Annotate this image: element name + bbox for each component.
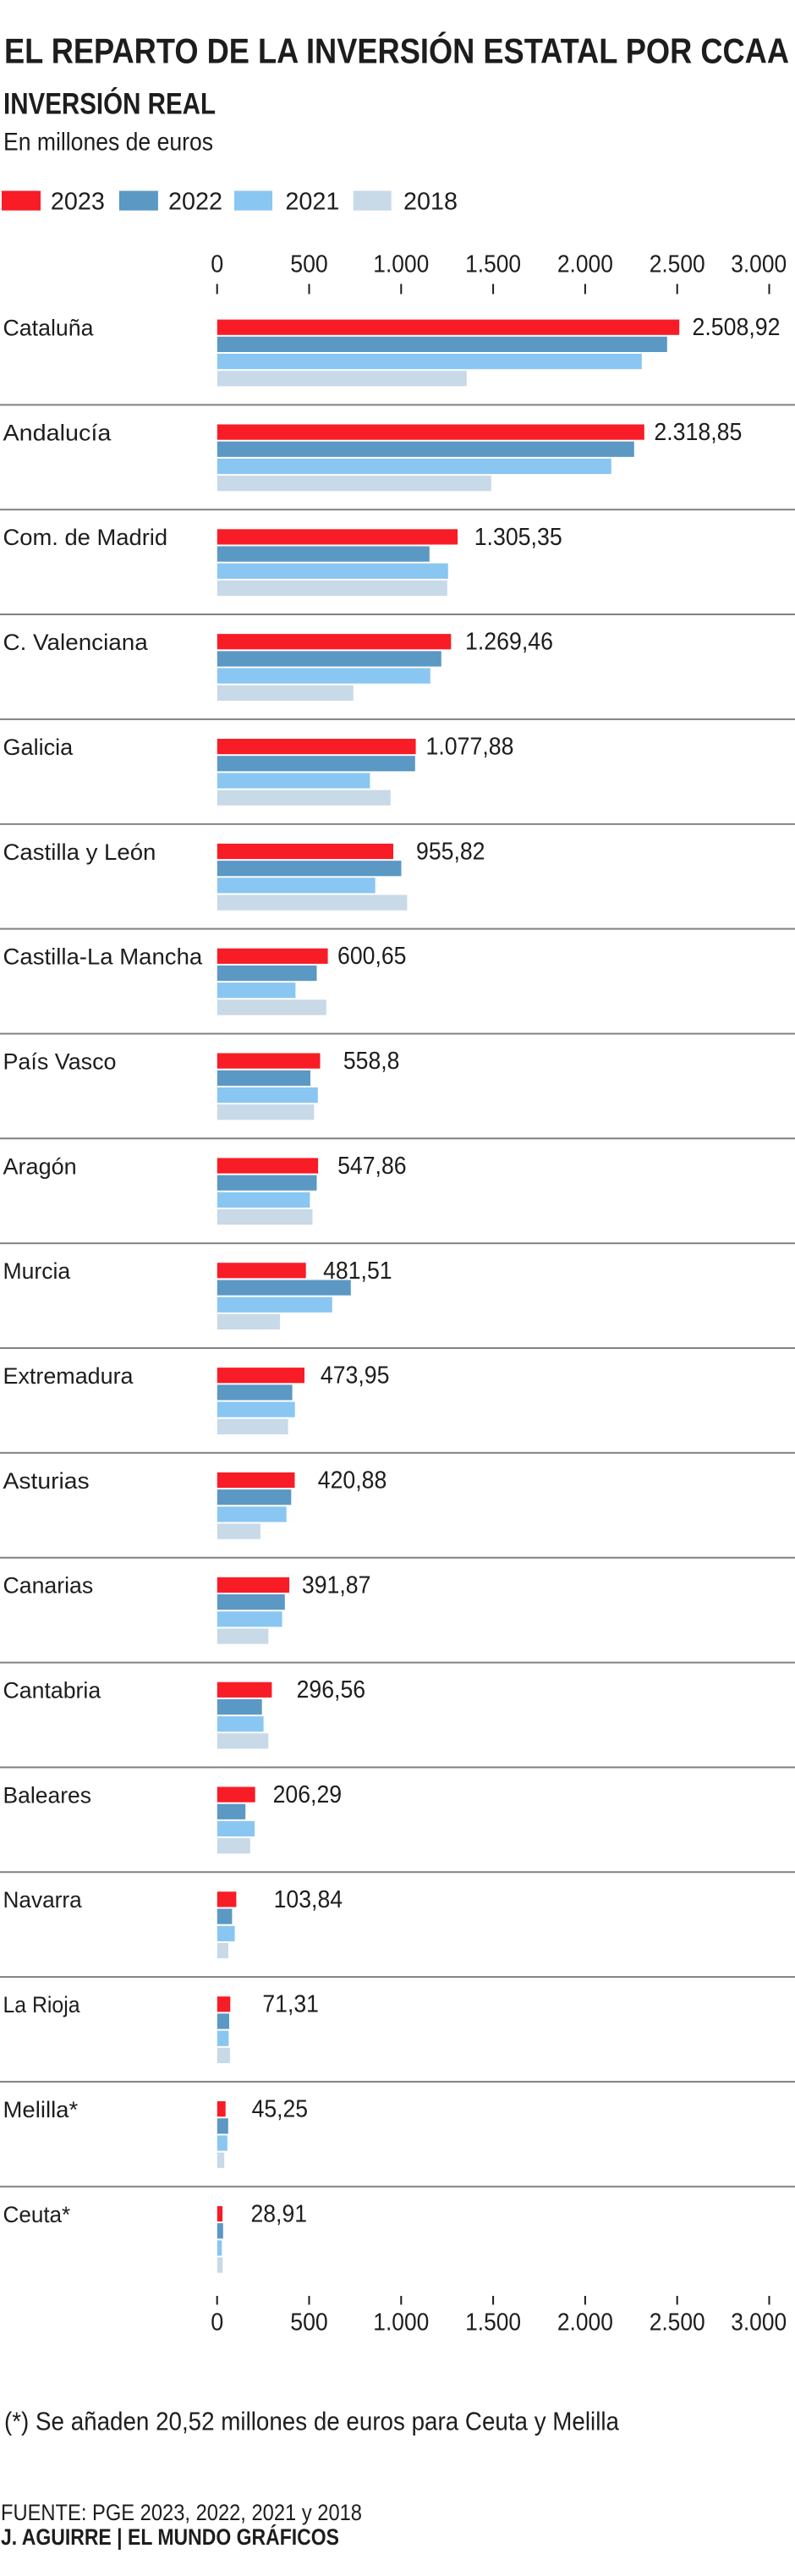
svg-text:2.000: 2.000 <box>557 251 613 278</box>
svg-text:Castilla y León: Castilla y León <box>3 839 156 865</box>
svg-text:2.000: 2.000 <box>557 2309 613 2337</box>
svg-text:País Vasco: País Vasco <box>3 1049 117 1075</box>
svg-text:(*) Se añaden 20,52 millones d: (*) Se añaden 20,52 millones de euros pa… <box>4 2407 620 2436</box>
svg-text:En millones de euros: En millones de euros <box>3 128 213 156</box>
svg-text:Navarra: Navarra <box>3 1887 83 1913</box>
svg-text:296,56: 296,56 <box>297 1676 366 1704</box>
svg-text:2.500: 2.500 <box>650 251 705 278</box>
svg-text:Cataluña: Cataluña <box>3 316 95 341</box>
svg-text:71,31: 71,31 <box>262 1991 319 2018</box>
svg-text:481,51: 481,51 <box>323 1258 392 1285</box>
svg-text:Murcia: Murcia <box>3 1258 72 1284</box>
svg-text:INVERSIÓN REAL: INVERSIÓN REAL <box>3 87 216 121</box>
svg-text:C. Valenciana: C. Valenciana <box>3 630 149 655</box>
svg-text:1.077,88: 1.077,88 <box>426 734 514 761</box>
svg-text:2.318,85: 2.318,85 <box>654 419 742 446</box>
svg-text:3.000: 3.000 <box>731 251 787 278</box>
svg-text:0: 0 <box>211 2309 223 2337</box>
svg-text:1.000: 1.000 <box>373 2309 429 2337</box>
svg-text:1.000: 1.000 <box>373 251 429 278</box>
svg-text:Aragón: Aragón <box>3 1153 77 1179</box>
svg-text:0: 0 <box>211 251 223 278</box>
svg-text:547,86: 547,86 <box>337 1153 407 1180</box>
svg-text:103,84: 103,84 <box>274 1886 343 1913</box>
svg-text:473,95: 473,95 <box>321 1362 390 1390</box>
svg-text:1.305,35: 1.305,35 <box>474 524 562 551</box>
svg-text:558,8: 558,8 <box>343 1048 400 1075</box>
svg-text:45,25: 45,25 <box>252 2096 309 2123</box>
svg-text:955,82: 955,82 <box>416 838 485 865</box>
svg-text:Cantabria: Cantabria <box>3 1678 102 1704</box>
svg-text:420,88: 420,88 <box>318 1467 387 1494</box>
svg-text:La Rioja: La Rioja <box>3 1992 81 2017</box>
svg-text:2018: 2018 <box>403 189 458 216</box>
svg-text:2023: 2023 <box>51 189 105 216</box>
svg-text:Asturias: Asturias <box>3 1468 90 1494</box>
svg-text:Baleares: Baleares <box>3 1782 92 1808</box>
svg-text:Andalucía: Andalucía <box>3 420 112 445</box>
svg-text:2022: 2022 <box>168 189 222 216</box>
svg-text:3.000: 3.000 <box>731 2309 787 2337</box>
svg-text:206,29: 206,29 <box>273 1781 343 1808</box>
svg-text:28,91: 28,91 <box>251 2200 308 2227</box>
svg-text:2.500: 2.500 <box>650 2309 705 2337</box>
svg-text:2021: 2021 <box>285 189 339 216</box>
svg-text:Ceuta*: Ceuta* <box>3 2202 71 2227</box>
svg-text:Melilla*: Melilla* <box>3 2097 79 2122</box>
svg-text:Com. de Madrid: Com. de Madrid <box>3 525 168 550</box>
svg-text:Castilla-La Mancha: Castilla-La Mancha <box>3 944 204 970</box>
svg-text:Extremadura: Extremadura <box>3 1363 134 1389</box>
svg-text:Galicia: Galicia <box>3 735 74 760</box>
svg-text:Canarias: Canarias <box>3 1573 94 1599</box>
svg-text:EL REPARTO DE LA INVERSIÓN EST: EL REPARTO DE LA INVERSIÓN ESTATAL POR C… <box>4 30 789 71</box>
svg-text:600,65: 600,65 <box>337 943 407 970</box>
svg-text:500: 500 <box>290 2309 328 2337</box>
svg-text:J. AGUIRRE | EL MUNDO GRÁFICOS: J. AGUIRRE | EL MUNDO GRÁFICOS <box>1 2524 339 2550</box>
svg-text:1.500: 1.500 <box>465 2309 521 2337</box>
svg-text:FUENTE: PGE 2023, 2022, 2021 y: FUENTE: PGE 2023, 2022, 2021 y 2018 <box>1 2500 362 2525</box>
svg-text:1.269,46: 1.269,46 <box>465 629 553 656</box>
svg-text:391,87: 391,87 <box>302 1571 371 1599</box>
svg-text:2.508,92: 2.508,92 <box>693 314 781 341</box>
svg-text:500: 500 <box>290 251 328 278</box>
svg-text:1.500: 1.500 <box>465 251 521 278</box>
